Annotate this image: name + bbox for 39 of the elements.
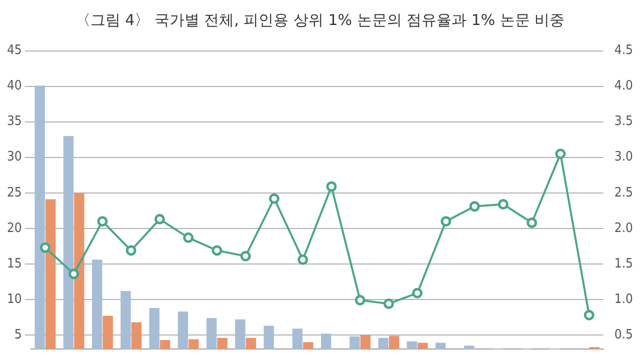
point <box>126 245 136 256</box>
y2-tick-label: 4.0 <box>614 78 633 94</box>
point <box>298 254 308 265</box>
y-tick-label: 20 <box>6 220 22 236</box>
point <box>183 232 194 243</box>
point <box>469 201 480 212</box>
y2-tick-label: 2.0 <box>614 220 633 236</box>
y2-tick-label: 4.5 <box>614 43 633 58</box>
y-tick-label: 10 <box>6 292 22 307</box>
point <box>498 199 508 210</box>
y-tick-label: 45 <box>6 43 22 58</box>
y-tick-label: 15 <box>6 256 22 272</box>
point <box>40 242 50 253</box>
y-tick-label: 5 <box>14 327 22 342</box>
y2-tick-label: 0.5 <box>614 327 633 342</box>
point <box>412 288 423 298</box>
point <box>68 268 80 280</box>
point <box>97 216 108 227</box>
point <box>383 298 394 309</box>
y-tick-label: 30 <box>6 150 22 165</box>
y-tick-label: 25 <box>6 185 22 200</box>
point <box>526 217 538 228</box>
y2-tick-label: 3.5 <box>614 114 633 130</box>
point <box>555 148 566 160</box>
y-tick-label: 40 <box>6 78 22 94</box>
point <box>268 193 280 204</box>
y2-tick-label: 2.5 <box>614 185 633 200</box>
point <box>326 181 337 192</box>
chart-title: 〈그림 4〉 국가별 전체, 피인용 상위 1% 논문의 점유율과 1% 논문 비중 <box>74 10 566 31</box>
point <box>154 214 165 224</box>
y2-tick-label: 1.0 <box>614 292 633 307</box>
point <box>584 310 594 320</box>
point <box>212 245 222 256</box>
y-tick-label: 35 <box>6 114 22 130</box>
y2-tick-label: 1.5 <box>614 256 633 272</box>
point <box>354 294 366 306</box>
point <box>240 250 251 262</box>
point <box>440 216 452 227</box>
y2-tick-label: 3.0 <box>614 150 633 165</box>
